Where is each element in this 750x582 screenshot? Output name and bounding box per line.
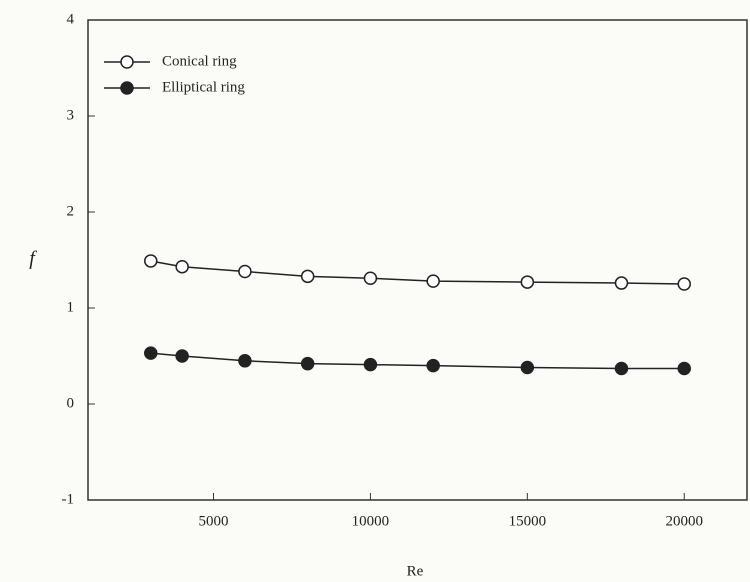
data-point xyxy=(175,259,189,274)
data-point xyxy=(426,358,440,373)
data-point xyxy=(426,274,440,288)
legend-label: Conical ring xyxy=(162,53,237,69)
data-point xyxy=(520,360,535,375)
y-tick-label: 4 xyxy=(67,11,75,27)
series-line xyxy=(150,352,685,370)
data-point xyxy=(614,276,629,290)
data-point xyxy=(300,269,315,284)
data-point xyxy=(238,264,252,279)
data-point xyxy=(677,277,691,291)
y-tick-label: -1 xyxy=(62,491,75,507)
x-tick-label: 15000 xyxy=(509,513,547,529)
x-tick-label: 20000 xyxy=(665,513,703,529)
data-point xyxy=(300,356,315,371)
plot-frame xyxy=(87,19,748,501)
y-axis-label: f xyxy=(29,248,37,270)
legend-marker xyxy=(120,55,134,69)
x-tick-label: 10000 xyxy=(352,513,390,529)
data-point xyxy=(144,346,158,360)
data-point xyxy=(677,361,691,376)
y-tick-label: 3 xyxy=(67,107,75,123)
data-point xyxy=(363,271,378,285)
legend-marker xyxy=(120,81,134,95)
data-point xyxy=(175,349,189,363)
data-point xyxy=(363,357,378,372)
x-tick-label: 5000 xyxy=(199,513,229,529)
data-point xyxy=(614,361,629,376)
data-point xyxy=(520,275,535,289)
y-tick-label: 0 xyxy=(67,395,75,411)
data-point xyxy=(144,254,158,268)
legend-label: Elliptical ring xyxy=(162,79,245,95)
y-tick-label: 1 xyxy=(67,299,75,315)
series-line xyxy=(150,260,685,285)
y-tick-label: 2 xyxy=(67,203,75,219)
x-axis-label: Re xyxy=(407,563,424,579)
data-point xyxy=(238,354,252,368)
